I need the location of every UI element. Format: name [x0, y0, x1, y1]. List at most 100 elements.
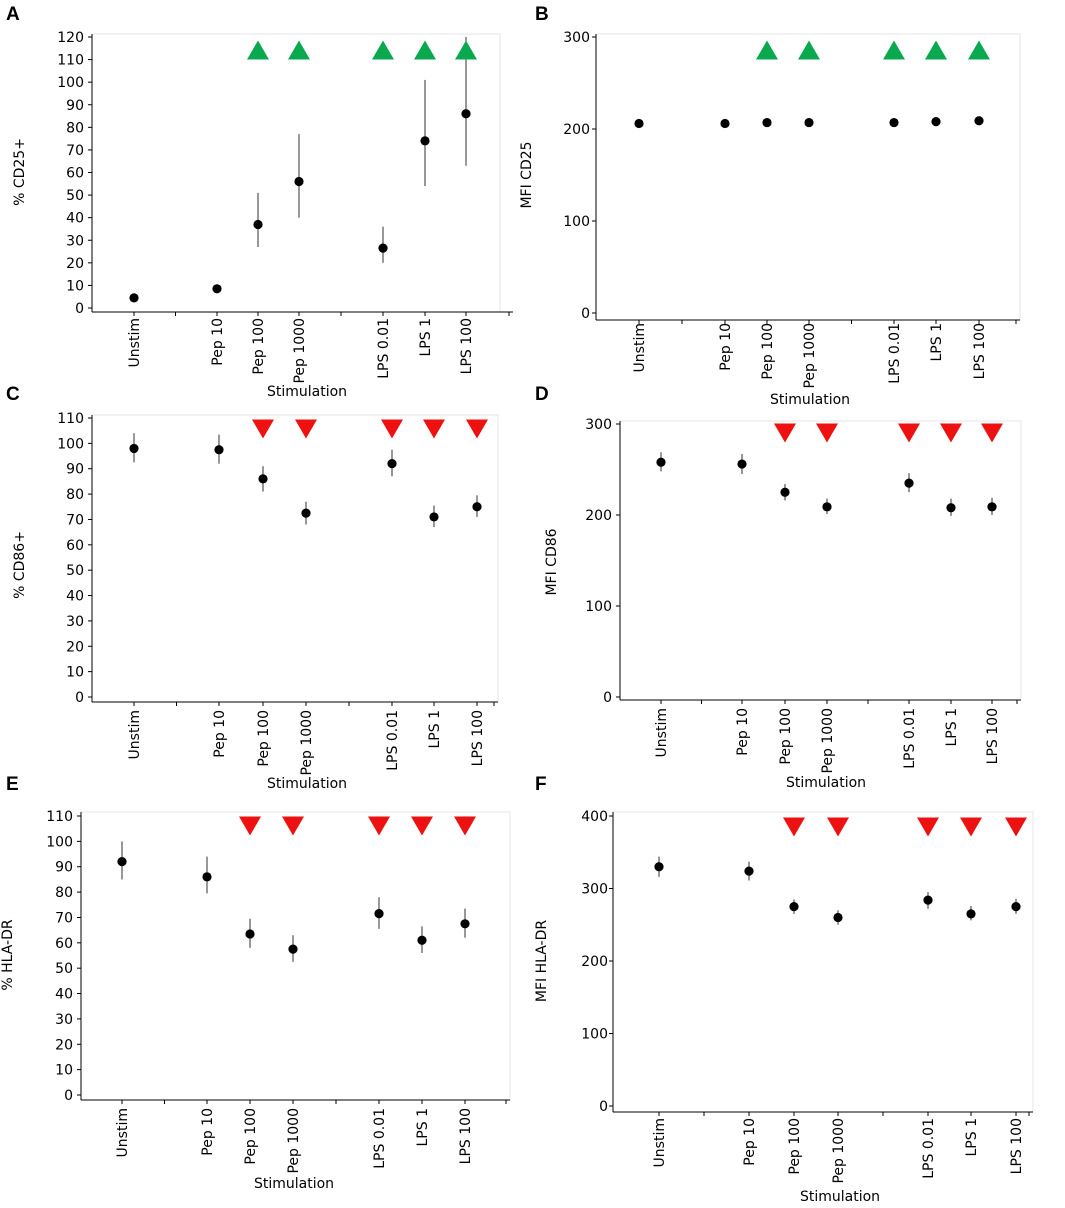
panel-letter: A — [6, 4, 20, 25]
significance-down-marker — [827, 817, 849, 837]
y-tick-label: 120 — [57, 30, 84, 46]
significance-down-marker — [368, 816, 390, 836]
data-point — [923, 895, 933, 905]
x-tick-label: Pep 1000 — [802, 323, 818, 389]
x-tick-label: Pep 1000 — [292, 318, 308, 384]
data-point — [789, 902, 799, 912]
y-tick-label: 80 — [55, 885, 73, 901]
data-point — [904, 478, 914, 488]
data-point — [294, 176, 304, 187]
data-point — [966, 909, 976, 919]
x-tick-label: Pep 100 — [251, 318, 267, 375]
plot-frame — [80, 811, 511, 1101]
x-tick-label: LPS 1 — [418, 318, 434, 357]
significance-down-marker — [898, 423, 920, 443]
significance-down-marker — [381, 419, 403, 439]
y-tick-label: 0 — [603, 690, 612, 706]
y-tick-label: 400 — [581, 809, 608, 825]
significance-up-marker — [372, 40, 394, 60]
plot-frame — [91, 33, 501, 313]
data-point — [258, 474, 268, 484]
chart-panel-b: B 0 100 200 300 MFI CD25 Unstim Pep 10 Pep 100 Pe… — [519, 4, 1021, 408]
data-point — [253, 219, 263, 230]
y-tick-label: 200 — [563, 122, 590, 138]
significance-down-marker — [783, 817, 805, 837]
data-point — [301, 508, 311, 518]
x-tick-label: LPS 1 — [964, 1118, 980, 1157]
plot-frame — [595, 33, 1021, 321]
plot-frame — [612, 811, 1034, 1113]
data-point — [1011, 902, 1021, 912]
x-tick-label: Pep 100 — [243, 1108, 259, 1165]
chart-panel-a: A 0 10 20 30 40 50 60 70 80 90 100 110 120 % CD25+ Unst… — [6, 4, 513, 400]
data-point — [420, 136, 430, 146]
x-tick-label: LPS 100 — [1009, 1118, 1025, 1174]
panel-letter: D — [535, 384, 549, 405]
y-tick-label: 0 — [75, 690, 84, 706]
y-tick-label: 60 — [66, 166, 84, 182]
plot-frame — [91, 414, 499, 703]
significance-down-marker — [454, 816, 476, 836]
x-axis-title: Stimulation — [800, 1189, 880, 1205]
data-point — [129, 443, 139, 454]
panel-letter: E — [6, 774, 19, 795]
significance-down-marker — [282, 816, 304, 836]
data-point — [461, 109, 471, 119]
y-axis-title: % CD25+ — [12, 138, 28, 206]
significance-down-marker — [423, 419, 445, 439]
x-tick-label: Pep 1000 — [820, 708, 836, 774]
x-tick-label: Pep 1000 — [299, 710, 315, 776]
y-tick-label: 200 — [585, 508, 612, 524]
data-point — [387, 459, 397, 469]
panel-letter: B — [535, 4, 549, 25]
chart-panel-e: E 0 10 20 30 40 50 60 70 80 90 100 110 % HLA-DR Unstim… — [0, 774, 511, 1192]
significance-down-marker — [774, 423, 796, 443]
data-point — [245, 929, 255, 939]
y-tick-label: 10 — [66, 665, 84, 681]
x-tick-label: LPS 1 — [415, 1108, 431, 1147]
x-tick-label: LPS 1 — [427, 710, 443, 749]
significance-up-marker — [288, 40, 310, 60]
y-tick-label: 300 — [563, 30, 590, 46]
data-point — [987, 502, 997, 512]
y-tick-label: 50 — [66, 188, 84, 204]
y-tick-label: 100 — [585, 599, 612, 615]
x-tick-label: Pep 10 — [718, 323, 734, 371]
data-point — [374, 909, 384, 919]
y-axis-title: % CD86+ — [12, 531, 28, 599]
x-tick-label: Pep 100 — [760, 323, 776, 380]
chart-panel-c: C 0 10 20 30 40 50 60 70 80 90 100 110 % CD86+ Unstim P… — [6, 384, 499, 792]
y-tick-label: 100 — [581, 1027, 608, 1043]
significance-up-marker — [883, 40, 905, 60]
x-axis-title: Stimulation — [267, 776, 347, 792]
x-axis-title: Stimulation — [770, 392, 850, 408]
x-tick-label: Pep 10 — [735, 708, 751, 756]
y-tick-label: 0 — [64, 1088, 73, 1104]
y-tick-label: 20 — [66, 639, 84, 655]
x-tick-label: LPS 100 — [985, 708, 1001, 764]
data-point — [214, 445, 224, 455]
x-tick-label: Pep 10 — [210, 318, 226, 366]
data-point — [822, 502, 832, 512]
y-tick-label: 20 — [66, 256, 84, 272]
data-point — [889, 117, 899, 128]
y-tick-label: 50 — [66, 563, 84, 579]
data-point — [117, 857, 127, 867]
x-tick-label: Pep 100 — [787, 1118, 803, 1175]
x-tick-label: Pep 100 — [256, 710, 272, 767]
y-tick-label: 40 — [66, 589, 84, 605]
x-tick-label: LPS 1 — [929, 323, 945, 362]
y-tick-label: 0 — [581, 306, 590, 322]
significance-down-marker — [466, 419, 488, 439]
y-tick-label: 0 — [75, 301, 84, 317]
data-point — [417, 935, 427, 945]
y-tick-label: 30 — [55, 1012, 73, 1028]
data-point — [804, 117, 814, 128]
y-tick-label: 70 — [66, 512, 84, 528]
y-tick-label: 70 — [66, 143, 84, 159]
y-tick-label: 20 — [55, 1037, 73, 1053]
x-tick-label: LPS 0.01 — [921, 1118, 937, 1179]
data-point — [429, 512, 439, 522]
data-point — [129, 293, 139, 303]
y-axis-title: MFI CD25 — [519, 141, 535, 208]
